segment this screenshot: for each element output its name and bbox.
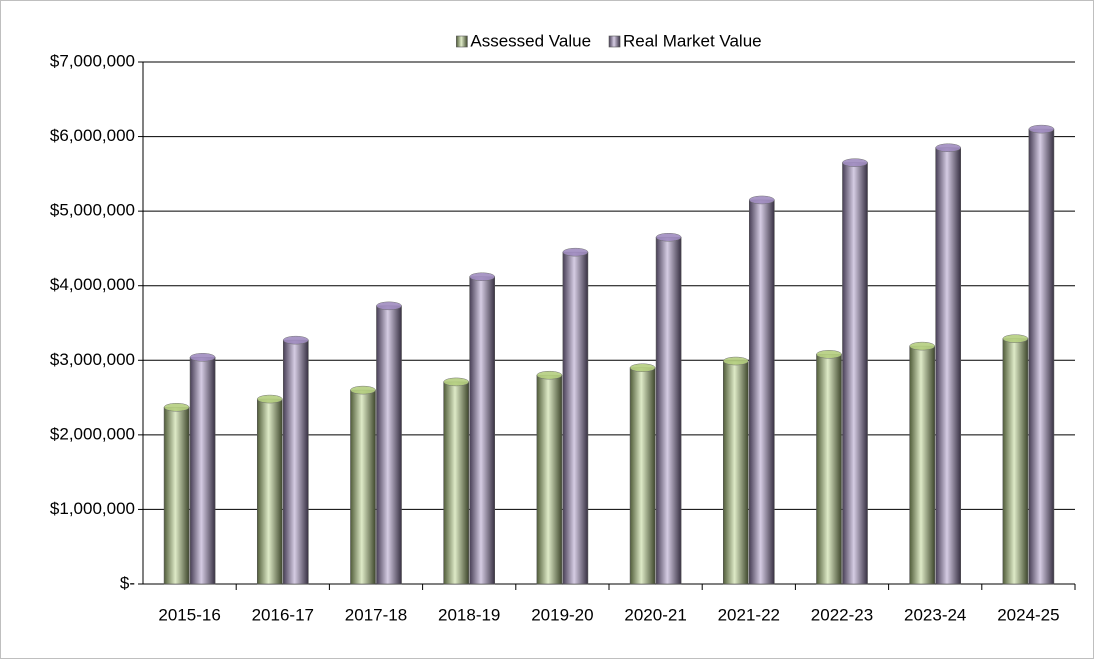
bar-group [469, 272, 496, 585]
x-tick-label: 2018-19 [438, 605, 500, 624]
bar [562, 251, 589, 585]
bar-cap [629, 363, 656, 372]
y-tick-label: $3,000,000 [50, 350, 135, 369]
bar [722, 360, 749, 585]
y-tick-label: $1,000,000 [50, 499, 135, 518]
bar-cap [1002, 334, 1029, 343]
bar [189, 357, 216, 585]
bar [282, 339, 309, 585]
bar-cap [189, 353, 216, 362]
bar [935, 147, 962, 585]
bar-cap [257, 394, 283, 404]
bar-group [748, 195, 775, 585]
y-tick-label: $- [120, 573, 135, 592]
x-tick-label: 2024-25 [997, 605, 1059, 624]
x-tick-label: 2023-24 [904, 605, 966, 624]
x-tick-label: 2020-21 [624, 605, 686, 624]
bar [376, 305, 402, 585]
bar-cap [562, 247, 589, 257]
bar-group [842, 158, 868, 585]
y-tick-label: $4,000,000 [50, 275, 135, 294]
y-tick-label: $5,000,000 [50, 201, 135, 220]
bar-cap [163, 403, 190, 412]
x-tick-label: 2022-23 [811, 605, 873, 624]
bar-group [443, 377, 470, 585]
bar-group [350, 385, 376, 585]
y-tick-label: $6,000,000 [50, 126, 135, 145]
bar [816, 354, 842, 585]
bar [909, 345, 936, 585]
x-tick-label: 2017-18 [345, 605, 407, 624]
bar [629, 367, 656, 585]
x-tick-label: 2019-20 [531, 605, 593, 624]
bar [748, 199, 775, 585]
y-tick-label: $2,000,000 [50, 424, 135, 443]
bar-cap [909, 341, 935, 351]
bar-cap [443, 377, 469, 387]
bar-cap [655, 232, 682, 242]
bar-group [1028, 124, 1055, 585]
bar-cap [935, 143, 961, 153]
bar [842, 162, 868, 585]
bar-group [282, 335, 309, 585]
bar-group [189, 353, 216, 585]
bar-cap [749, 195, 775, 205]
legend-label: Assessed Value [470, 31, 591, 50]
bar [256, 398, 283, 585]
legend-swatch [456, 35, 468, 48]
x-tick-label: 2015-16 [158, 605, 220, 624]
bar-group [909, 341, 936, 585]
bar-group [376, 301, 402, 585]
legend-swatch [608, 35, 621, 48]
bar-group [935, 143, 962, 585]
bar [1028, 128, 1055, 585]
legend: Assessed Value Real Market Value [456, 31, 762, 50]
bar [469, 276, 496, 585]
bar [536, 374, 563, 585]
bar [350, 389, 376, 585]
bar-group [629, 363, 656, 585]
bar-group [256, 394, 283, 585]
bar-group [536, 370, 563, 585]
bar-group [655, 232, 682, 585]
bar [655, 236, 682, 585]
bar-cap [816, 350, 842, 359]
bar [443, 381, 470, 585]
bar-group [1002, 334, 1029, 585]
bar-cap [842, 158, 868, 167]
y-tick-label: $7,000,000 [50, 51, 135, 70]
bar-cap [469, 272, 495, 282]
x-tick-label: 2021-22 [718, 605, 780, 624]
bar-cap [536, 370, 563, 380]
bar-cap [283, 335, 309, 345]
bar [1002, 338, 1029, 585]
bar-group [722, 356, 749, 585]
bar-cap [1028, 124, 1055, 134]
bar-group [562, 247, 589, 585]
bar-cap [723, 356, 749, 366]
bar-group [816, 350, 842, 585]
bar-cap [350, 385, 376, 395]
bar-group [163, 403, 190, 585]
bar-cap [376, 301, 402, 311]
bar [163, 406, 190, 585]
legend-label: Real Market Value [623, 31, 762, 50]
x-tick-label: 2016-17 [252, 605, 314, 624]
